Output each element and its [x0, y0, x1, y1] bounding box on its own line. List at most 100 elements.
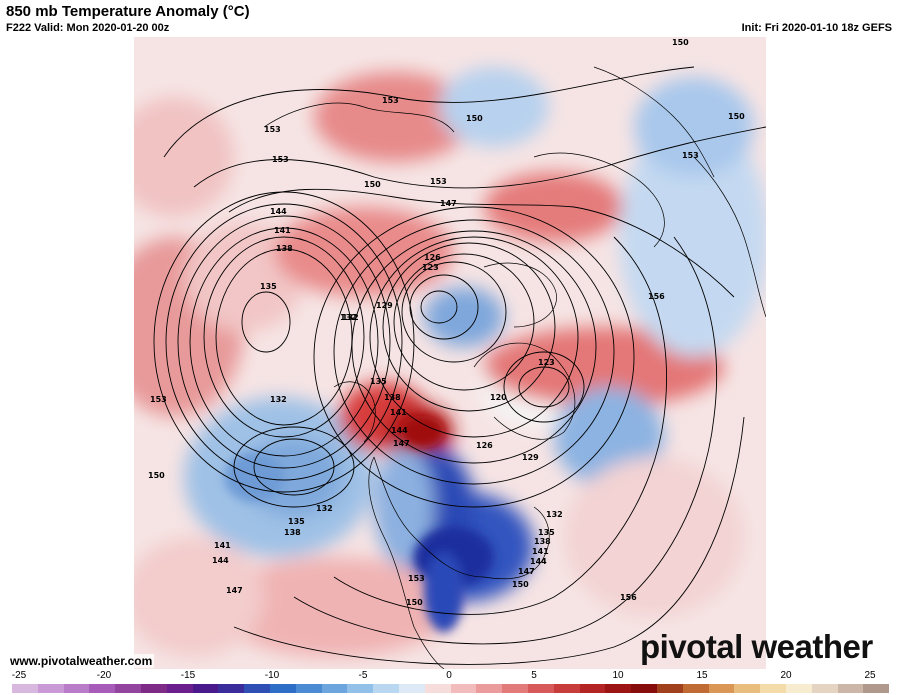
colorbar-tick: 5 — [531, 670, 537, 681]
contour-label: 141 — [532, 547, 549, 556]
colorbar-tick: 25 — [864, 670, 876, 681]
contour-labels: 150 153 153 153 153 150 150 150 147 153 … — [148, 38, 745, 607]
colorbar-ticks: -25 -20 -15 -10 -5 0 5 10 15 20 25 — [0, 670, 900, 682]
colorbar-swatch — [269, 684, 296, 693]
colorbar-swatch — [734, 684, 761, 693]
contour-label: 138 — [384, 393, 401, 402]
contour-label: 153 — [430, 177, 447, 186]
colorbar-tick: -5 — [358, 670, 368, 681]
contour-label: 135 — [538, 528, 555, 537]
contour-label: 141 — [274, 226, 291, 235]
colorbar-tick: 0 — [446, 670, 452, 681]
contour-label: 141 — [390, 408, 407, 417]
colorbar-tick: -15 — [180, 670, 196, 681]
contour-label: 132 — [340, 313, 357, 322]
colorbar-tick: -20 — [96, 670, 112, 681]
colorbar-swatch — [837, 684, 864, 693]
contour-label: 150 — [406, 598, 423, 607]
colorbar-swatch — [373, 684, 399, 693]
anomaly-field — [134, 67, 766, 657]
contour-label: 147 — [440, 199, 457, 208]
colorbar-swatch — [708, 684, 735, 693]
contour-label: 156 — [648, 292, 665, 301]
colorbar-swatch — [785, 684, 812, 693]
colorbar-swatch — [527, 684, 554, 693]
contour-label: 132 — [546, 510, 563, 519]
colorbar-swatch — [192, 684, 219, 693]
contour-label: 153 — [408, 574, 425, 583]
colorbar-swatch — [502, 684, 528, 693]
height-contours — [153, 66, 766, 665]
colorbar-tick: 10 — [612, 670, 624, 681]
colorbar-swatch — [63, 684, 90, 693]
colorbar-swatch — [115, 684, 141, 693]
colorbar-swatch — [450, 684, 477, 693]
contour-label: 144 — [270, 207, 287, 216]
colorbar-tick: -25 — [11, 670, 27, 681]
contour-label: 120 — [490, 393, 507, 402]
colorbar-swatch — [424, 684, 451, 693]
colorbar-swatch — [682, 684, 709, 693]
colorbar-swatch — [140, 684, 167, 693]
colorbar-swatch — [398, 684, 425, 693]
contour-label: 153 — [150, 395, 167, 404]
contour-label: 135 — [260, 282, 277, 291]
colorbar-swatch — [347, 684, 374, 693]
contour-label: 150 — [364, 180, 381, 189]
contour-label: 144 — [530, 557, 547, 566]
contour-label: 126 — [424, 253, 441, 262]
colorbar-swatch — [89, 684, 116, 693]
contour-label: 132 — [342, 313, 359, 322]
colorbar-swatch — [37, 684, 64, 693]
contour-label: 147 — [226, 586, 243, 595]
contour-label: 144 — [391, 426, 408, 435]
contour-label: 150 — [512, 580, 529, 589]
contour-label: 153 — [682, 151, 699, 160]
colorbar-swatch — [811, 684, 838, 693]
contour-label: 132 — [270, 395, 287, 404]
website-url[interactable]: www.pivotalweather.com — [8, 654, 155, 668]
contour-label: 147 — [518, 567, 535, 576]
colorbar-swatch — [863, 684, 890, 693]
contour-label: 153 — [272, 155, 289, 164]
map-title: 850 mb Temperature Anomaly (°C) — [6, 3, 250, 20]
colorbar-swatch — [218, 684, 245, 693]
colorbar-tick: -10 — [264, 670, 280, 681]
colorbar-swatch — [244, 684, 270, 693]
contour-label: 123 — [538, 358, 555, 367]
contour-label: 156 — [620, 593, 637, 602]
colorbar-swatch — [476, 684, 503, 693]
contour-label: 126 — [476, 441, 493, 450]
contour-label: 138 — [534, 537, 551, 546]
colorbar-tick: 20 — [780, 670, 792, 681]
contour-label: 150 — [466, 114, 483, 123]
colorbar-swatch — [605, 684, 632, 693]
temperature-anomaly-map: 150 153 153 153 153 150 150 150 147 153 … — [134, 37, 766, 669]
colorbar-tick: 15 — [696, 670, 708, 681]
contour-label: 135 — [288, 517, 305, 526]
colorbar-swatch — [553, 684, 580, 693]
colorbar-swatch — [321, 684, 348, 693]
contour-label: 141 — [214, 541, 231, 550]
colorbar — [12, 684, 890, 693]
contour-label: 153 — [382, 96, 399, 105]
colorbar-swatch — [295, 684, 322, 693]
colorbar-swatch — [579, 684, 606, 693]
contour-label: 129 — [376, 301, 393, 310]
colorbar-swatch — [760, 684, 786, 693]
contour-label: 123 — [422, 263, 439, 272]
contour-label: 153 — [264, 125, 281, 134]
colorbar-swatch — [12, 684, 38, 693]
contour-label: 138 — [276, 244, 293, 253]
contour-label: 150 — [728, 112, 745, 121]
contour-label: 150 — [672, 38, 689, 47]
init-time: Init: Fri 2020-01-10 18z GEFS — [741, 22, 892, 34]
contour-label: 138 — [284, 528, 301, 537]
contour-label: 144 — [212, 556, 229, 565]
colorbar-swatch — [166, 684, 193, 693]
contour-label: 150 — [148, 471, 165, 480]
colorbar-swatch — [631, 684, 657, 693]
colorbar-swatch — [656, 684, 683, 693]
valid-time: F222 Valid: Mon 2020-01-20 00z — [6, 22, 170, 34]
contour-label: 132 — [316, 504, 333, 513]
